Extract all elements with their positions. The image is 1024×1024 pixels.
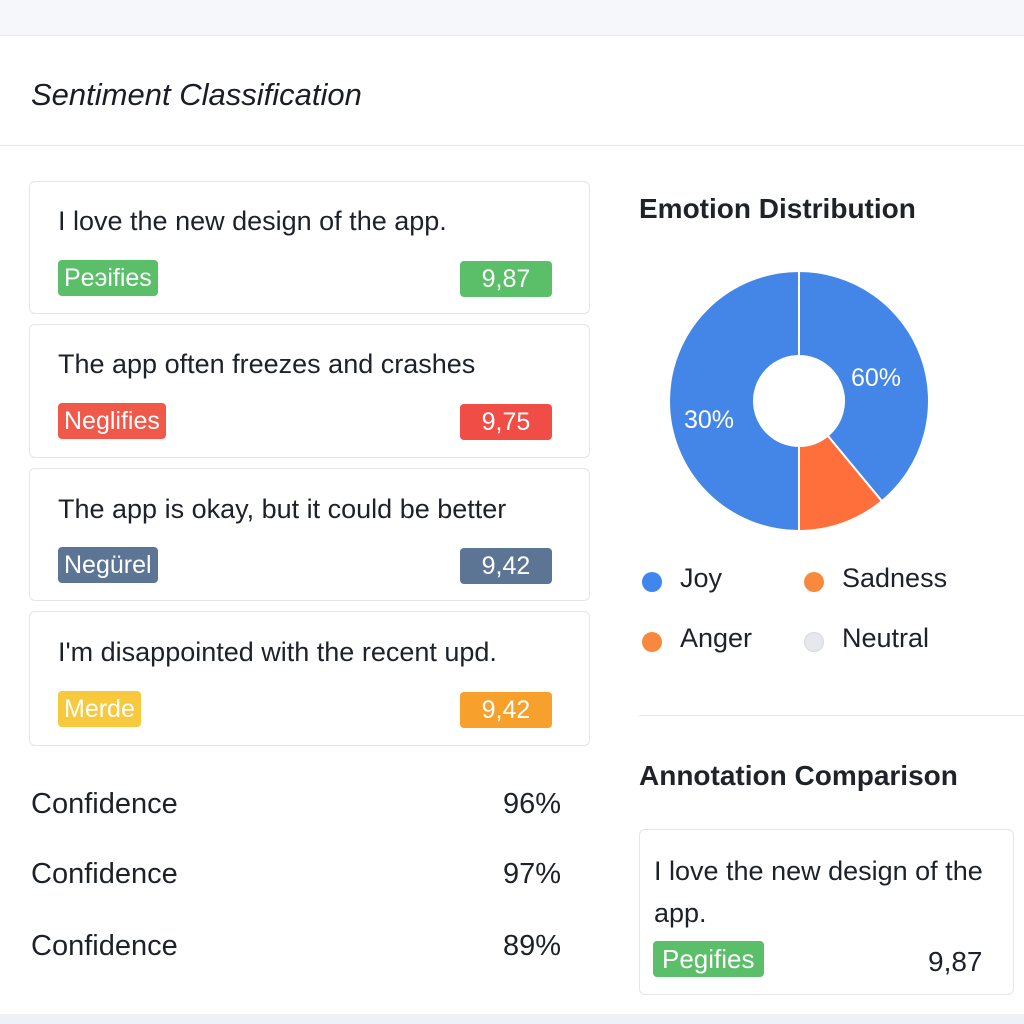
confidence-row: Confidence 89% [31,930,561,970]
comparison-text: I love the new design of the app. [654,856,983,928]
page-title: Sentiment Classification [31,77,362,112]
sentence-text: The app often freezes and crashes [58,349,476,379]
confidence-row: Confidence 97% [31,858,561,898]
score-badge: 9,87 [460,261,552,297]
score-badge: 9,42 [460,692,552,728]
sentiment-label-badge: Neglifies [58,403,166,439]
bottom-bar [0,1014,1024,1024]
sentence-text: The app is okay, but it could be better [58,494,507,524]
confidence-row: Confidence 96% [31,788,561,828]
sentiment-label-badge: Merde [58,691,141,727]
legend-dot-icon [642,572,662,592]
confidence-label: Confidence [31,930,178,962]
sentiment-label-badge: Peэifies [58,260,158,296]
emotion-distribution-title: Emotion Distribution [639,193,916,224]
top-bar [0,0,1024,36]
pie-slice-0 [798,270,930,503]
comparison-score: 9,87 [928,946,983,977]
score-badge: 9,75 [460,404,552,440]
confidence-value: 96% [502,788,561,820]
confidence-label: Confidence [31,858,178,890]
sentence-card[interactable]: I love the new design of the app. Peэifi… [29,181,590,314]
comparison-label-badge: Pegifies [653,941,764,977]
sentence-card[interactable]: The app is okay, but it could be better … [29,468,590,601]
emotion-donut-chart [668,270,930,532]
confidence-label: Confidence [31,788,178,820]
legend-label: Neutral [842,623,930,653]
sentence-card[interactable]: I'm disappointed with the recent upd. Me… [29,611,590,746]
legend-label: Sadness [842,563,948,593]
legend-dot-icon [642,632,662,652]
pie-slice-2 [668,270,800,532]
section-divider [639,715,1024,716]
confidence-value: 97% [502,858,561,890]
sentence-text: I love the new design of the app. [58,206,447,236]
annotation-comparison-title: Annotation Comparison [639,760,958,791]
legend-label: Joy [680,563,723,593]
sentiment-label-badge: Negürel [58,547,158,583]
pie-slice-label: 30% [684,406,735,434]
legend-dot-icon [804,572,824,592]
pie-slice-label: 60% [851,364,902,392]
legend-dot-icon [804,632,824,652]
sentence-text: I'm disappointed with the recent upd. [58,637,497,667]
legend-label: Anger [680,623,753,653]
comparison-card[interactable]: I love the new design of the app. Pegifi… [639,829,1014,995]
sentence-card[interactable]: The app often freezes and crashes Neglif… [29,324,590,458]
page-header: Sentiment Classification [0,36,1024,146]
confidence-value: 89% [502,930,561,962]
score-badge: 9,42 [460,548,552,584]
